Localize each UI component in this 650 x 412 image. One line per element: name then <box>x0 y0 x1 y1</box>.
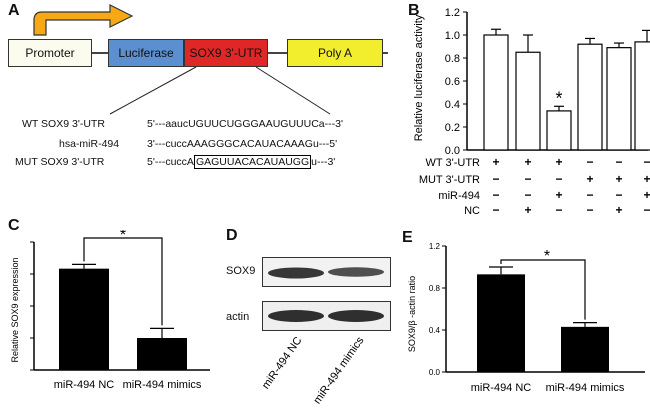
chart-b-bar <box>546 110 572 151</box>
chart-e-bar <box>477 274 525 372</box>
chart-c: Relative SOX9 expression miR-494 NC miR-4… <box>10 230 210 391</box>
chart-e-ytick-label: 0.8 <box>429 284 441 293</box>
chart-b-design-sign: + <box>615 203 622 215</box>
panel-label-d: D <box>226 227 238 244</box>
chart-b-significance: * <box>555 88 562 108</box>
chart-e-ytick-label: 1.2 <box>429 242 441 251</box>
blot-lane-labels: miR-494 NC miR-494 mimics <box>262 334 367 406</box>
chart-e-ytick-label: 0.4 <box>429 326 441 335</box>
chart-b-design-sign: + <box>524 203 531 215</box>
chart-b-design-sign: − <box>586 203 593 215</box>
chart-b-design-sign: − <box>555 203 562 215</box>
chart-e: SOX9/β -actin ratio 0.0 0.4 0.8 1.2 miR-494… <box>407 242 645 394</box>
chart-b-design-sign: − <box>524 188 531 202</box>
promoter-arrow-icon <box>33 4 134 36</box>
promoter-box: Promoter <box>8 39 92 67</box>
chart-c-significance: * <box>120 230 126 244</box>
chart-b-design-sign: − <box>586 155 593 169</box>
luciferase-box: Luciferase <box>108 39 184 67</box>
chart-e-bar <box>561 326 609 372</box>
chart-b-ytick-label: 0.8 <box>445 53 460 65</box>
chart-b-bar <box>606 47 632 151</box>
chart-e-category-label: miR-494 mimics <box>546 382 625 394</box>
chart-b-bar <box>634 41 650 151</box>
panel-label-e: E <box>402 229 413 246</box>
wt-seq-label: WT SOX9 3'-UTR <box>22 118 105 130</box>
chart-b-design-label: MUT 3'-UTR <box>419 174 480 186</box>
chart-e-category-label: miR-494 NC <box>471 382 532 394</box>
chart-e-significance-bracket <box>500 259 586 320</box>
mir-seq-label: hsa-miR-494 <box>59 138 120 150</box>
chart-c-bar <box>137 338 187 370</box>
chart-b-design-label: WT 3'-UTR <box>426 157 481 169</box>
chart-b-design-sign: − <box>524 172 531 186</box>
blot-label-sox9: SOX9 <box>226 265 256 277</box>
chart-b-design-label: NC <box>464 205 480 215</box>
mir-seq: 3'---cuccAAAGGGCACAUACAAAGu---5' <box>147 138 338 150</box>
chart-b-design-label: miR-494 <box>438 190 480 202</box>
mut-seq: 5'---cuccA GAGUUACACAUAUGG u---3' <box>147 155 336 169</box>
chart-e-ytick-label: 0.0 <box>429 368 441 377</box>
utr-zoom-lines <box>109 66 331 115</box>
chart-c-bar <box>59 268 109 370</box>
wt-seq: 5'---aaucUGUUCUGGGAAUGUUUCa---3' <box>147 118 343 130</box>
chart-b-design-sign: + <box>524 155 531 169</box>
panel-label-c: C <box>8 217 20 234</box>
blot-actin <box>262 301 391 331</box>
chart-b-bar <box>515 51 541 151</box>
chart-b-design-sign: − <box>643 203 650 215</box>
blot-lane-label-mimics: miR-494 mimics <box>311 334 366 406</box>
mut-seq-label: MUT SOX9 3'-UTR <box>15 156 105 168</box>
chart-b-ytick-label: 0.6 <box>445 76 460 88</box>
chart-b-ytick-label: 1.0 <box>445 30 460 42</box>
panel-label-a: A <box>8 2 20 19</box>
chart-b-design-sign: + <box>586 172 593 186</box>
chart-b-ytick-label: 0.4 <box>445 99 460 111</box>
chart-b-bar <box>577 43 603 151</box>
chart-b-design-sign: + <box>643 172 650 186</box>
chart-b-ytick-label: 0.0 <box>445 145 460 157</box>
chart-b-design-sign: − <box>492 203 499 215</box>
chart-b-design-sign: + <box>492 155 499 169</box>
chart-b-design-sign: − <box>643 155 650 169</box>
chart-b: Relative luciferase activity 0.0 0.2 0.4 0.… <box>413 7 650 215</box>
chart-c-category-label: miR-494 NC <box>54 379 115 391</box>
polya-box: Poly A <box>287 39 383 67</box>
mut-seq-boxed: GAGUUACACAUAUGG <box>193 155 312 169</box>
blot-sox9 <box>262 257 391 287</box>
chart-b-design-sign: − <box>492 188 499 202</box>
blot-label-actin: actin <box>226 311 250 323</box>
chart-b-design-sign: + <box>643 188 650 202</box>
chart-b-design-sign: + <box>555 155 562 169</box>
chart-b-design-sign: + <box>615 172 622 186</box>
chart-e-significance: * <box>544 248 550 265</box>
chart-b-design-sign: − <box>492 172 499 186</box>
chart-b-design-sign: − <box>615 188 622 202</box>
chart-b-ylabel: Relative luciferase activity <box>413 14 425 141</box>
chart-b-design-sign: − <box>586 188 593 202</box>
chart-b-ytick-label: 1.2 <box>445 7 460 19</box>
chart-b-design-sign: − <box>555 172 562 186</box>
sox9-utr-box: SOX9 3'-UTR <box>184 39 268 67</box>
chart-b-bar <box>483 34 509 151</box>
chart-b-ytick-label: 0.2 <box>445 122 460 134</box>
chart-c-category-label: miR-494 mimics <box>123 379 202 391</box>
chart-c-ylabel: Relative SOX9 expression <box>10 257 20 362</box>
blot-lane-label-nc: miR-494 NC <box>262 335 304 391</box>
chart-b-design-sign: + <box>555 188 562 202</box>
chart-e-ylabel: SOX9/β -actin ratio <box>407 276 417 352</box>
chart-b-design-sign: − <box>615 155 622 169</box>
panel-label-b: B <box>408 2 420 19</box>
chart-c-significance-bracket <box>83 237 163 326</box>
